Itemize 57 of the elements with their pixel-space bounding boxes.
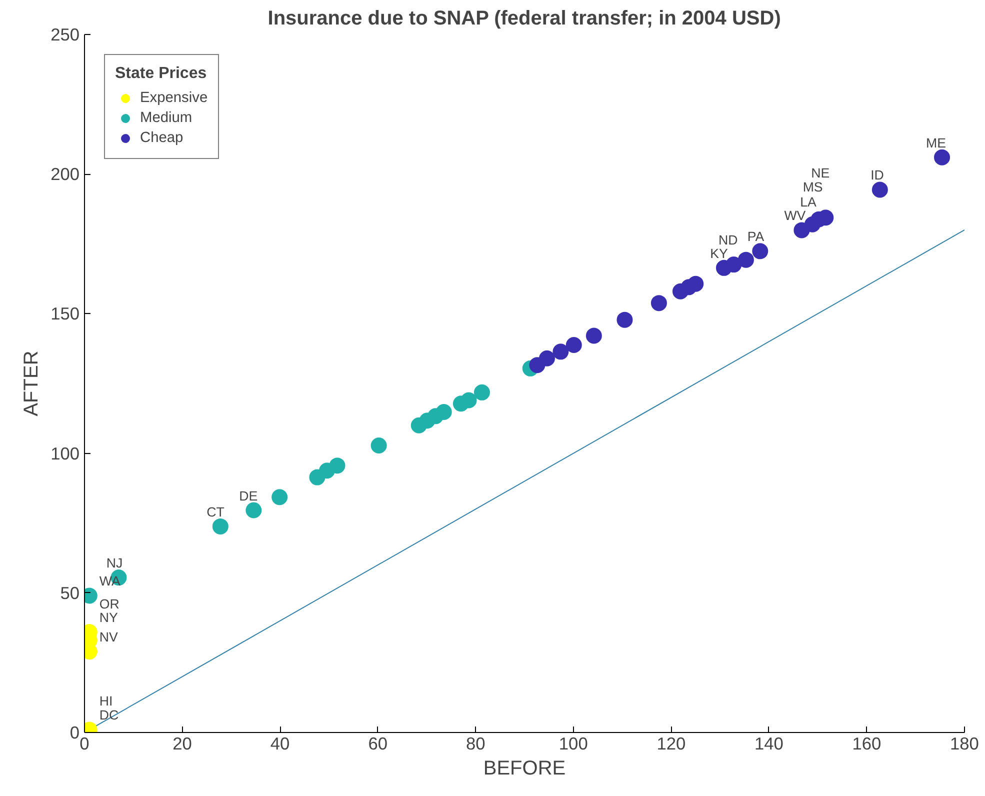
point (552, 344, 569, 360)
point (650, 295, 667, 312)
y-tick-label: 250 (50, 24, 80, 44)
legend-label: Cheap (140, 130, 184, 146)
point (586, 328, 602, 344)
point (538, 350, 555, 366)
annotation: NV (99, 630, 118, 645)
annotation: ID (870, 168, 884, 183)
point (370, 437, 387, 454)
x-axis-title: BEFORE (483, 758, 566, 780)
annotation: CT (206, 504, 224, 520)
annotation: MS (802, 179, 823, 194)
point (726, 256, 742, 273)
annotation: NY (99, 610, 118, 625)
x-tick-label: 40 (270, 734, 290, 754)
x-tick-label: 60 (368, 734, 388, 754)
legend-label: Medium (140, 110, 192, 126)
annotation: KY (710, 246, 728, 261)
annotation: WV (784, 208, 806, 224)
x-tick-label: 80 (466, 734, 486, 754)
point (474, 384, 490, 400)
x-tick-label: 160 (852, 734, 882, 754)
annotation: LA (800, 194, 817, 210)
y-tick-label: 50 (60, 582, 80, 603)
y-tick-label: 200 (50, 164, 80, 184)
point (566, 336, 582, 353)
annotation: OR (99, 596, 120, 612)
annotation: NE (811, 166, 830, 181)
x-tick-label: 120 (656, 734, 686, 754)
x-tick-label: 180 (950, 734, 979, 754)
point (329, 458, 346, 474)
x-tick-label: 140 (754, 734, 784, 754)
annotation: PA (747, 229, 764, 244)
y-tick-label: 150 (50, 304, 80, 324)
annotation: ND (718, 232, 738, 248)
x-tick-label: 20 (172, 734, 192, 754)
annotation: DE (239, 488, 258, 504)
point (934, 149, 950, 166)
point (436, 404, 452, 420)
point (212, 518, 228, 534)
point (872, 182, 888, 198)
y-tick-label: 100 (50, 443, 80, 464)
annotation: ME (926, 135, 946, 150)
point (688, 276, 704, 292)
point (616, 312, 633, 328)
x-tick-label: 100 (558, 734, 588, 754)
point (752, 243, 768, 260)
chart-title: Insurance due to SNAP (federal transfer; in 2004 USD) (268, 8, 781, 30)
y-axis-title: AFTER (20, 350, 43, 416)
annotation: NJ (106, 556, 123, 571)
legend-title: State Prices (115, 65, 208, 83)
annotation: HI (99, 694, 113, 709)
point (460, 392, 477, 408)
legend-label: Expensive (140, 90, 208, 106)
point (246, 502, 262, 518)
point (738, 252, 754, 268)
point (272, 489, 288, 506)
